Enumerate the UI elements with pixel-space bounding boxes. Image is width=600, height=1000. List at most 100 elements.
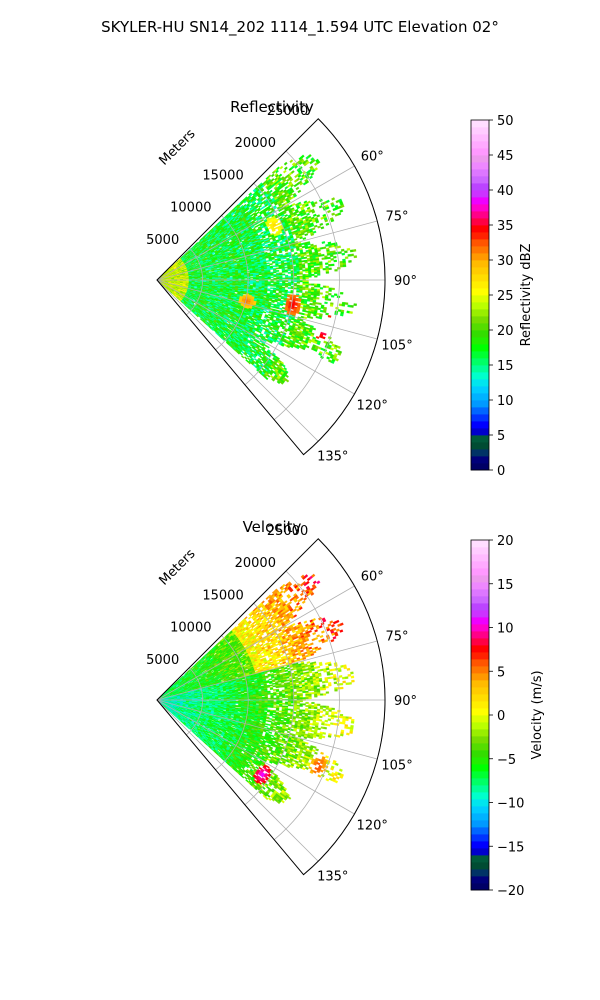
radar-gate: [328, 245, 332, 248]
radar-gate: [276, 277, 280, 280]
radar-gate: [293, 277, 298, 280]
radar-gate: [276, 280, 280, 282]
radar-gate: [284, 266, 288, 269]
radar-gate: [293, 271, 297, 274]
radar-gate: [299, 280, 303, 283]
radar-gate: [284, 263, 288, 266]
radar-gate: [252, 286, 256, 288]
radar-gate: [325, 222, 330, 226]
radar-gate: [300, 242, 305, 246]
radar-gate: [293, 238, 298, 241]
radar-gate: [280, 257, 284, 260]
radar-gate: [317, 285, 321, 288]
radar-gate: [234, 290, 238, 293]
radar-gate: [294, 303, 298, 306]
radar-gate: [291, 202, 296, 207]
radar-gate: [270, 285, 274, 287]
radar-gate: [338, 303, 343, 307]
radar-gate: [304, 313, 308, 316]
radar-gate: [313, 167, 319, 171]
radar-gate: [338, 251, 342, 254]
radar-gate: [353, 255, 358, 259]
radar-gate: [305, 180, 310, 184]
radar-gate: [342, 262, 347, 266]
radar-gate: [319, 309, 324, 313]
radar-gate: [263, 294, 267, 297]
radar-gate: [330, 295, 335, 298]
radar-gate: [282, 281, 286, 284]
radar-gate: [303, 253, 307, 256]
radar-gate: [255, 211, 260, 215]
radar-gate: [270, 305, 274, 308]
radar-gate: [285, 277, 289, 280]
radar-gate: [328, 263, 332, 267]
radar-gate: [314, 285, 318, 288]
radar-gate: [321, 241, 326, 244]
radar-gate: [316, 312, 320, 316]
radar-gate: [339, 292, 344, 295]
radar-gate: [293, 194, 298, 198]
radar-gate: [268, 189, 273, 194]
radar-gate: [270, 280, 274, 282]
radar-gate: [339, 264, 344, 268]
radar-gate: [337, 212, 342, 216]
radar-gate: [275, 289, 280, 291]
radar-gate: [278, 267, 282, 270]
radar-gate: [333, 259, 337, 263]
radar-gate: [255, 278, 260, 280]
radar-gate: [325, 262, 329, 265]
radar-gate: [307, 259, 311, 262]
radar-gate: [299, 286, 303, 289]
radar-gate: [318, 302, 322, 305]
radar-gate: [334, 269, 338, 272]
radar-gate: [331, 197, 336, 201]
radar-gate: [327, 256, 331, 260]
radar-gate: [299, 284, 303, 287]
radar-gate: [331, 287, 335, 291]
radar-gate: [310, 268, 315, 271]
radar-gate: [301, 312, 305, 316]
radar-gate: [265, 260, 270, 263]
radar-gate: [316, 263, 320, 266]
radar-gate: [308, 275, 312, 278]
radar-gate: [284, 181, 289, 186]
radar-gate: [301, 245, 306, 249]
radar-gate: [310, 265, 315, 268]
radar-gate: [281, 270, 286, 273]
radar-gate: [342, 264, 347, 268]
radar-gate: [191, 278, 195, 279]
radar-gate: [325, 285, 330, 288]
radar-gate: [300, 257, 305, 260]
radar-gate: [349, 249, 354, 253]
radar-gate: [249, 275, 254, 277]
radar-gate: [322, 285, 327, 288]
radar-gate: [305, 283, 309, 286]
radar-gate: [299, 290, 303, 293]
radar-gate: [272, 291, 277, 294]
radar-gate: [282, 284, 286, 286]
radar-gate: [238, 278, 242, 280]
radar-gate: [283, 259, 287, 262]
radar-gate: [318, 205, 323, 209]
radar-gate: [329, 304, 334, 307]
radar-gate: [295, 294, 300, 298]
radar-gate: [302, 274, 306, 277]
radar-gate: [250, 277, 254, 279]
radar-gate: [331, 212, 336, 216]
radar-gate: [270, 287, 274, 290]
radar-gate: [306, 299, 311, 302]
radar-gate: [314, 275, 318, 278]
radar-gate: [324, 298, 329, 301]
radar-gate: [294, 252, 298, 255]
radar-gate: [293, 287, 297, 290]
radar-gate: [316, 293, 320, 297]
radar-gate: [298, 312, 303, 315]
radar-gate: [278, 291, 282, 294]
radar-gate: [296, 280, 300, 283]
radar-gate: [282, 273, 286, 276]
radar-gate: [322, 268, 326, 271]
radar-gate: [327, 209, 331, 214]
radar-gate: [293, 284, 297, 287]
radar-gate: [330, 258, 334, 261]
radar-gate: [301, 266, 306, 269]
